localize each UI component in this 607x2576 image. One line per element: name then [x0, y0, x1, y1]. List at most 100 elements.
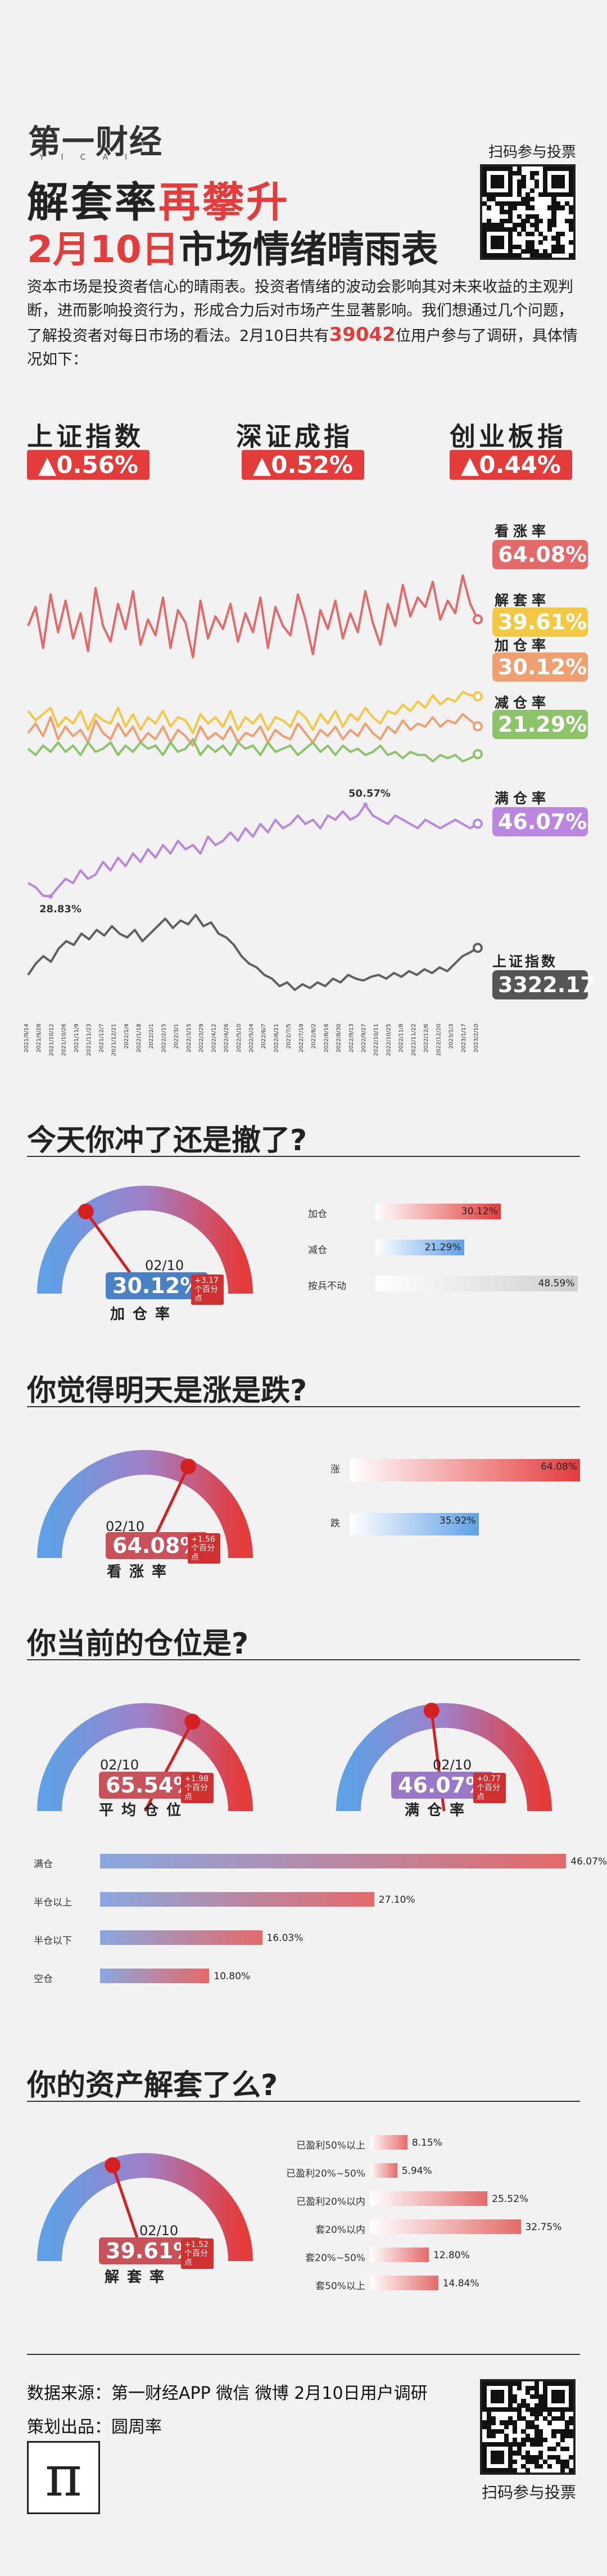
qr-module — [551, 179, 556, 184]
qr-module — [556, 166, 561, 172]
qr-module — [508, 231, 513, 236]
bar — [370, 2191, 488, 2206]
bar-label: 按兵不动 — [308, 1281, 346, 1292]
index-value-sh: ▲0.56% — [27, 450, 150, 480]
qr-module — [491, 2420, 496, 2425]
legend-label-up: 看涨率 — [495, 523, 551, 539]
qr-module — [499, 253, 505, 258]
qr-module — [482, 2455, 487, 2460]
bar — [350, 1459, 581, 1481]
qr-module — [482, 240, 487, 245]
bar-value: 12.80% — [433, 2250, 470, 2261]
series-line-3 — [27, 738, 478, 763]
qr-module — [543, 192, 548, 197]
qr-module — [526, 201, 531, 206]
qr-module — [482, 201, 487, 206]
qr-module — [508, 210, 513, 215]
qr-module — [529, 2420, 535, 2425]
qr-module — [569, 183, 574, 189]
x-tick-label: 2022/3/29 — [198, 1024, 205, 1052]
qr-module — [547, 218, 552, 223]
qr-module — [495, 166, 500, 172]
qr-module — [486, 2429, 491, 2434]
qr-module — [508, 2420, 513, 2425]
qr-module — [551, 197, 556, 202]
qr-module — [482, 192, 487, 197]
qr-module — [569, 188, 574, 193]
qr-module — [547, 2412, 552, 2417]
bar — [370, 2163, 397, 2178]
qr-module — [491, 2451, 496, 2456]
qr-module — [521, 2398, 526, 2404]
qr-module — [526, 214, 531, 219]
qr-module — [521, 227, 526, 232]
qr-module — [547, 227, 552, 232]
qr-module — [491, 2390, 496, 2395]
qr-module — [495, 2459, 500, 2465]
qr-code-top[interactable] — [480, 164, 576, 260]
qr-module — [534, 2381, 539, 2386]
bar — [100, 1930, 262, 1945]
bar — [375, 1204, 501, 1219]
qr-module — [508, 227, 513, 232]
qr-module — [517, 214, 522, 219]
bar-value: 14.84% — [442, 2278, 479, 2289]
qr-module — [508, 2394, 513, 2399]
qr-module — [534, 253, 539, 258]
qr-module — [513, 2381, 518, 2386]
qr-module — [508, 192, 513, 197]
q2-gauge-change: +1.56个百分点 — [188, 1533, 220, 1564]
qr-module — [543, 2459, 548, 2465]
x-tick-label: 2022/8/30 — [336, 1024, 342, 1052]
q4-gauge-label: 解套率 — [105, 2269, 173, 2286]
x-tick-label: 2022/8/2 — [311, 1024, 317, 1049]
series-line-2 — [27, 713, 479, 747]
qr-module — [482, 2420, 487, 2425]
bar-label: 满仓 — [34, 1859, 53, 1870]
qr-module — [551, 244, 556, 250]
qr-module — [529, 2442, 535, 2447]
qr-label-bottom: 扫码参与投票 — [481, 2483, 576, 2502]
qr-module — [499, 236, 505, 241]
qr-module — [534, 179, 539, 184]
qr-module — [499, 244, 505, 250]
qr-module — [538, 2438, 543, 2443]
qr-module — [517, 223, 522, 228]
qr-module — [495, 2455, 500, 2460]
qr-module — [560, 231, 565, 236]
x-tick-label: 2022/7/5 — [286, 1024, 292, 1049]
qr-module — [513, 2420, 518, 2425]
qr-module — [508, 175, 513, 180]
qr-code-bottom[interactable] — [480, 2379, 576, 2475]
qr-module — [495, 201, 500, 206]
q2-gauge-label: 看涨率 — [107, 1564, 175, 1580]
qr-module — [534, 2385, 539, 2390]
qr-module — [538, 218, 543, 223]
legend-value-unlock: 39.61% — [492, 607, 588, 637]
qr-module — [529, 223, 535, 228]
bar-label: 已盈利20%~50% — [286, 2168, 365, 2179]
intro-text-after: 位用户参与了调研，具体情况如下： — [27, 327, 578, 368]
qr-module — [569, 192, 574, 197]
x-tick-label: 2022/1/4 — [124, 1024, 130, 1049]
legend-label-full: 满仓率 — [495, 790, 551, 807]
qr-module — [495, 2398, 500, 2404]
qr-module — [569, 2398, 574, 2404]
qr-module — [486, 2468, 491, 2473]
qr-module — [526, 2425, 531, 2430]
bar-value: 64.08% — [541, 1461, 577, 1472]
q1-gauge-label: 加仓率 — [110, 1306, 178, 1323]
max-point — [363, 802, 368, 807]
qr-module — [491, 240, 496, 245]
qr-module — [551, 2446, 556, 2451]
q3-right-gauge-date: 02/10 — [433, 1757, 472, 1773]
qr-module — [569, 2381, 574, 2386]
qr-module — [495, 227, 500, 232]
series-line-4 — [28, 803, 479, 898]
qr-module — [560, 2459, 565, 2465]
bar — [375, 1240, 464, 1255]
footer-divider — [27, 2354, 580, 2355]
x-tick-label: 2022/4/12 — [211, 1024, 217, 1052]
qr-module — [504, 2468, 509, 2473]
qr-module — [556, 244, 561, 250]
